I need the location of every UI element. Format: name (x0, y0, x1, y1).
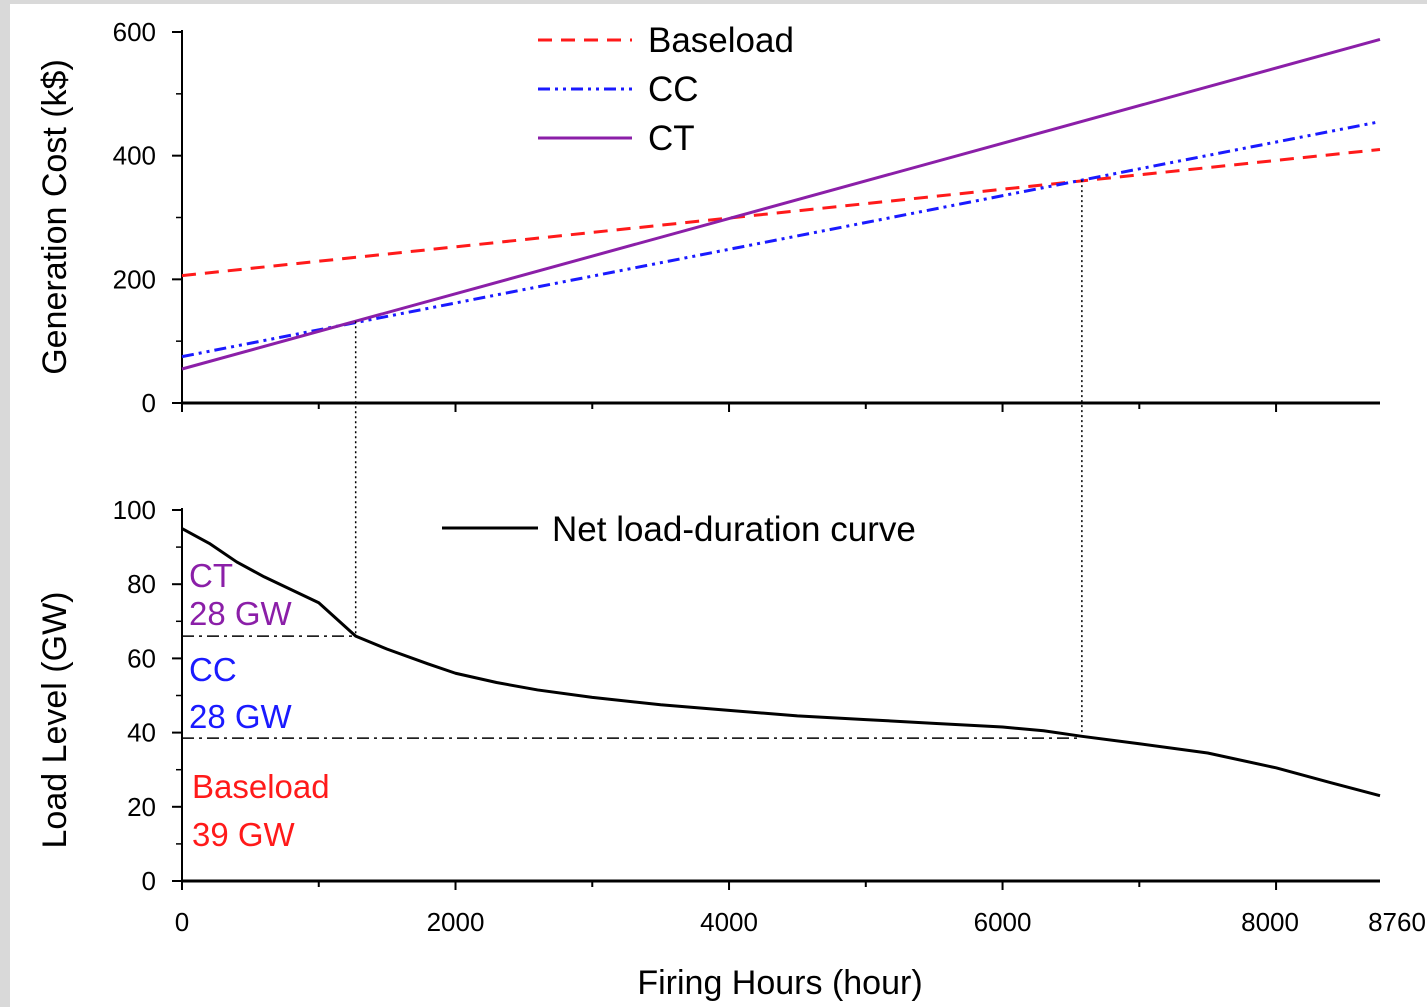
series-line-net-load (181, 527, 1381, 798)
region-labels: CT 28 GW CC 28 GW Baseload 39 GW (189, 557, 330, 853)
series-line-ct (181, 37, 1381, 371)
x-tick-label: 8760 (1368, 907, 1426, 937)
x-tick-label: 4000 (700, 907, 758, 937)
top-y-tick-label: 400 (113, 141, 156, 171)
region-label-ct-capacity: 28 GW (189, 595, 293, 632)
top-y-tick-label: 0 (142, 388, 156, 418)
x-axis-title: Firing Hours (hour) (637, 964, 922, 1002)
region-label-ct: CT (189, 557, 233, 594)
region-label-baseload: Baseload (192, 768, 330, 805)
bottom-y-axis-title: Load Level (GW) (36, 592, 74, 849)
bottom-legend: Net load-duration curve (442, 510, 916, 549)
legend-label-cc: CC (648, 70, 699, 109)
x-tick-label: 2000 (427, 907, 485, 937)
top-y-tick-label: 600 (113, 17, 156, 47)
x-tick-label: 0 (175, 907, 189, 937)
top-legend: Baseload CC CT (538, 21, 794, 158)
series-line-baseload (181, 147, 1381, 278)
series-line-cc (181, 120, 1381, 359)
bottom-y-tick-label: 100 (113, 495, 156, 525)
region-label-baseload-capacity: 39 GW (192, 816, 296, 853)
region-label-cc: CC (189, 651, 237, 688)
legend-label-baseload: Baseload (648, 21, 794, 60)
bottom-y-tick-label: 60 (127, 643, 156, 673)
bottom-y-tick-label: 20 (127, 792, 156, 822)
bottom-y-tick-label: 0 (142, 866, 156, 896)
top-y-tick-label: 200 (113, 264, 156, 294)
region-label-cc-capacity: 28 GW (189, 698, 293, 735)
top-y-axis-title: Generation Cost (k$) (36, 59, 74, 375)
legend-label-ct: CT (648, 119, 695, 158)
bottom-y-tick-label: 40 (127, 718, 156, 748)
x-tick-label: 6000 (974, 907, 1032, 937)
x-tick-label: 8000 (1241, 907, 1299, 937)
bottom-y-tick-label: 80 (127, 569, 156, 599)
legend-label-net-load: Net load-duration curve (552, 510, 916, 549)
